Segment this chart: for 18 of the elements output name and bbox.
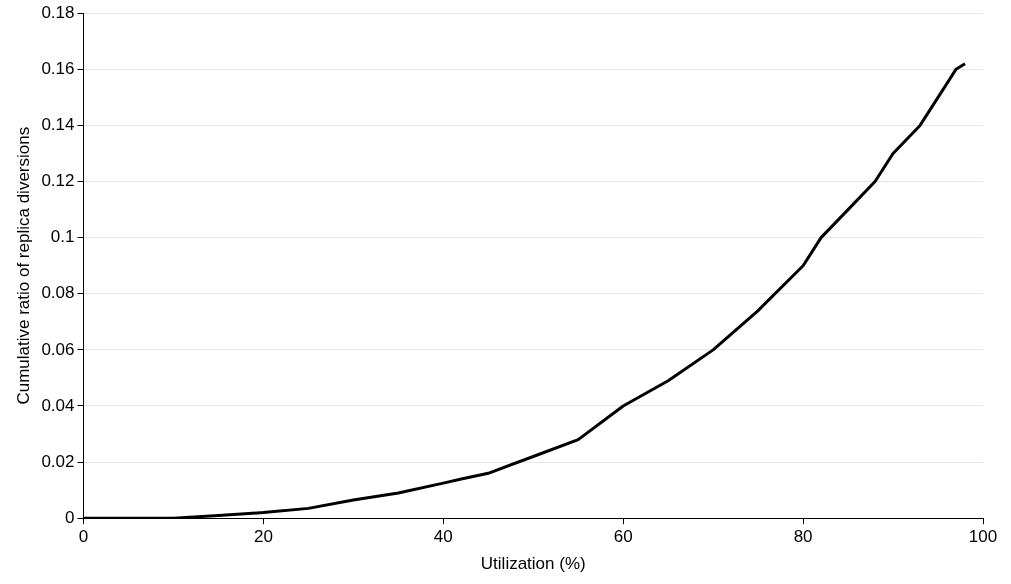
y-tick-label: 0.14 [41,115,75,135]
x-tick-label: 0 [78,527,89,547]
y-tick-label: 0.16 [41,59,75,78]
x-axis-title: Utilization (%) [480,554,586,574]
x-tick-label: 60 [613,527,633,547]
y-tick-label: 0 [65,507,75,527]
y-tick-label: 0.1 [50,227,75,247]
y-tick-label: 0.18 [41,2,75,22]
x-tick-label: 40 [433,527,453,547]
x-tick-label: 20 [253,527,273,547]
y-tick-label: 0.04 [41,395,75,415]
x-tick-label: 100 [968,527,998,547]
y-tick-label: 0.08 [41,283,75,303]
y-tick-label: 0.12 [41,171,75,191]
x-tick-label: 80 [793,527,813,547]
y-tick-label: 0.02 [41,451,75,471]
y-axis-title: Cumulative ratio of replica diversions [13,126,33,405]
y-tick-label: 0.06 [41,339,75,359]
